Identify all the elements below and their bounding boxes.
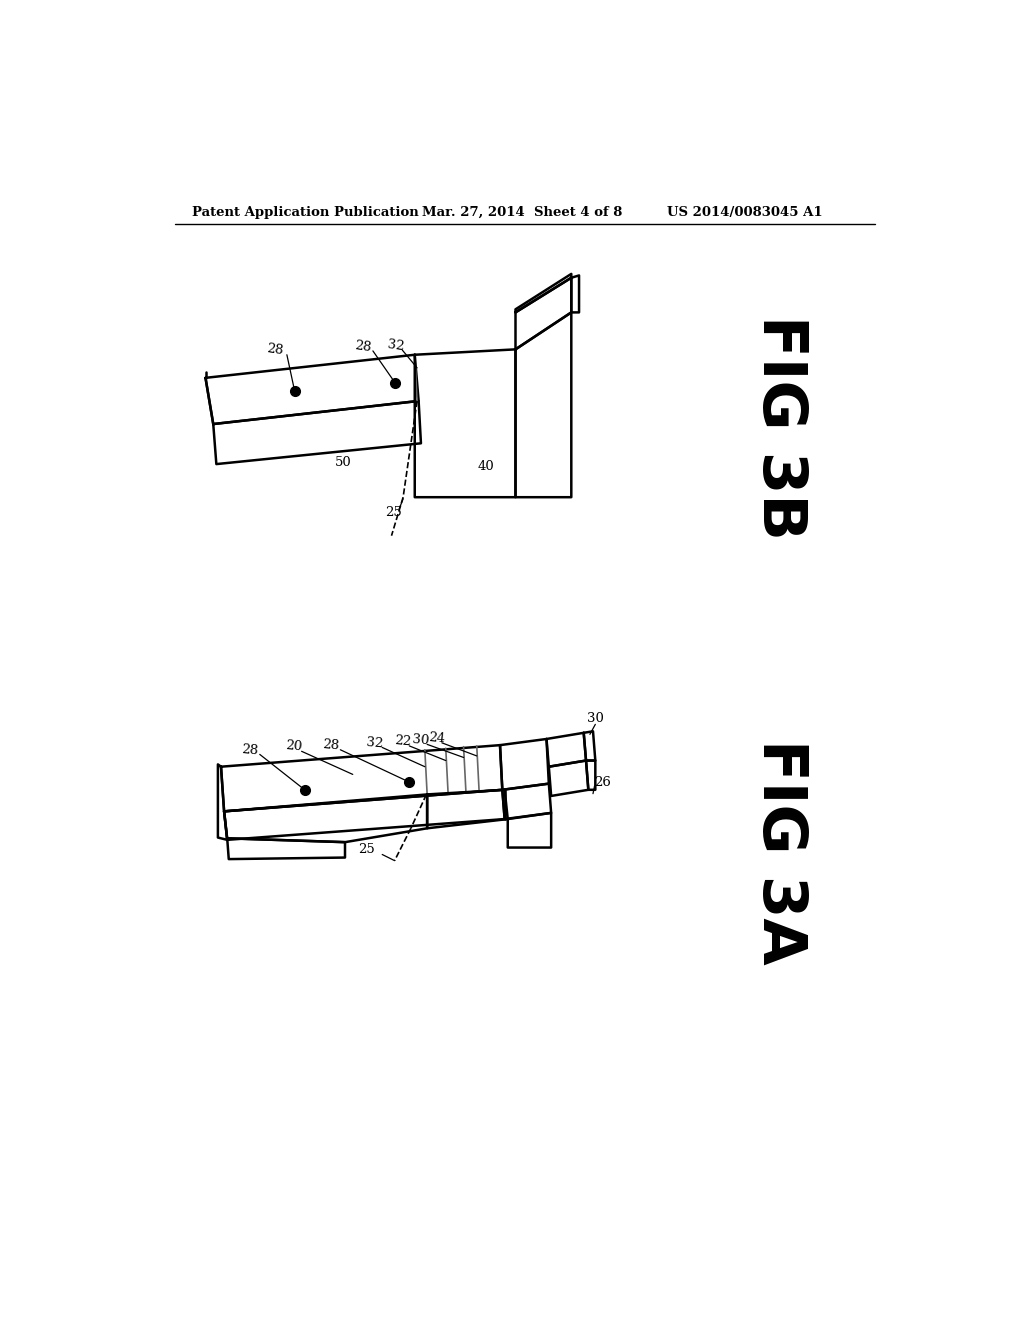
Text: FIG 3A: FIG 3A xyxy=(750,739,809,964)
Text: 24: 24 xyxy=(428,731,445,746)
Text: US 2014/0083045 A1: US 2014/0083045 A1 xyxy=(667,206,822,219)
Text: 28: 28 xyxy=(353,339,372,354)
Text: 32: 32 xyxy=(366,735,383,750)
Text: 32: 32 xyxy=(386,338,404,354)
Text: 25: 25 xyxy=(357,843,375,857)
Text: 28: 28 xyxy=(323,738,340,752)
Text: 22: 22 xyxy=(394,734,412,748)
Text: 28: 28 xyxy=(241,743,259,756)
Text: Mar. 27, 2014  Sheet 4 of 8: Mar. 27, 2014 Sheet 4 of 8 xyxy=(423,206,623,219)
Text: Patent Application Publication: Patent Application Publication xyxy=(191,206,418,219)
Text: 28: 28 xyxy=(266,342,285,356)
Text: 25: 25 xyxy=(385,506,401,519)
Text: 50: 50 xyxy=(335,455,352,469)
Text: 26: 26 xyxy=(595,776,611,788)
Text: 20: 20 xyxy=(285,739,303,754)
Text: 30: 30 xyxy=(587,713,604,726)
Text: 40: 40 xyxy=(477,459,495,473)
Text: FIG 3B: FIG 3B xyxy=(750,315,809,540)
Text: 30: 30 xyxy=(412,733,430,747)
